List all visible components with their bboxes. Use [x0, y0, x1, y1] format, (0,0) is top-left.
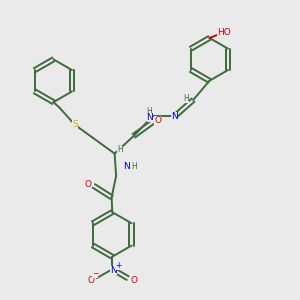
Text: O: O — [84, 180, 92, 189]
Text: HO: HO — [218, 28, 231, 37]
Text: N: N — [171, 112, 178, 121]
Text: O: O — [130, 276, 137, 285]
Text: H: H — [131, 162, 137, 171]
Text: H: H — [184, 94, 189, 103]
Text: N: N — [147, 113, 153, 122]
Text: H: H — [117, 146, 123, 154]
Text: O: O — [88, 276, 95, 285]
Text: +: + — [116, 261, 122, 270]
Text: −: − — [92, 269, 98, 278]
Text: H: H — [146, 106, 152, 116]
Text: O: O — [154, 116, 161, 125]
Text: N: N — [110, 266, 117, 275]
Text: S: S — [72, 120, 78, 129]
Text: N: N — [123, 162, 130, 171]
